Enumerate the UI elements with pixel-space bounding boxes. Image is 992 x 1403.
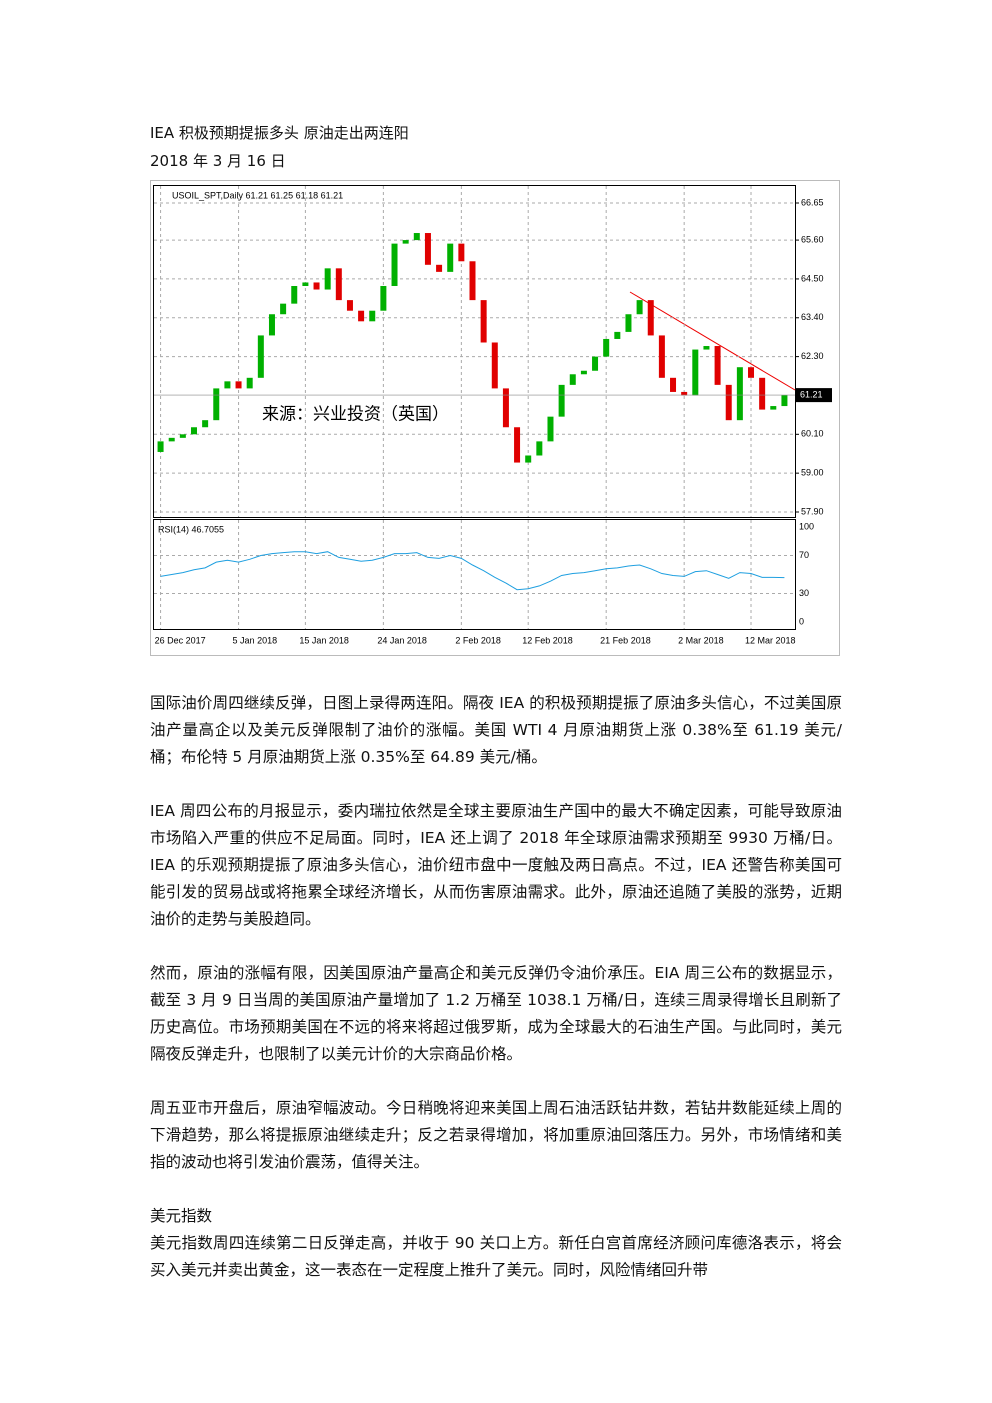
candle xyxy=(625,314,632,332)
candle xyxy=(547,416,554,442)
rsi-tick-label: 70 xyxy=(799,550,809,560)
last-price-label: 61.21 xyxy=(800,389,823,399)
price-panel xyxy=(153,185,796,518)
trend-line xyxy=(629,291,796,391)
y-tick-label: 57.90 xyxy=(801,506,824,516)
candle xyxy=(335,268,342,301)
candle xyxy=(313,282,320,290)
last-price-box xyxy=(796,388,832,403)
chart: 来源：兴业投资（英国） USOIL_SPT,Daily 61.21 61.25 … xyxy=(150,180,840,656)
x-tick-label: 2 Feb 2018 xyxy=(455,635,501,645)
doc-title: IEA 积极预期提振多头 原油走出两连阳 xyxy=(150,124,409,142)
candle xyxy=(358,310,365,322)
candle xyxy=(525,455,532,463)
x-tick-label: 24 Jan 2018 xyxy=(377,635,427,645)
rsi-line xyxy=(160,551,785,591)
candle xyxy=(502,388,509,428)
candle xyxy=(658,335,665,378)
candle xyxy=(257,335,264,378)
candle xyxy=(291,285,298,304)
x-tick-label: 26 Dec 2017 xyxy=(155,635,206,645)
candle xyxy=(213,388,220,421)
paragraph: 然而，原油的涨幅有限，因美国原油产量高企和美元反弹仍令油价承压。EIA 周三公布… xyxy=(150,964,842,1063)
candle xyxy=(514,427,521,463)
candle xyxy=(458,243,465,262)
candle xyxy=(447,243,454,272)
candle xyxy=(781,395,788,407)
rsi-header: RSI(14) 46.7055 xyxy=(158,524,224,534)
y-tick-label: 62.30 xyxy=(801,351,824,361)
candle xyxy=(480,300,487,343)
candle xyxy=(424,233,431,265)
paragraph: 国际油价周四继续反弹，日图上录得两连阳。隔夜 IEA 的积极预期提振了原油多头信… xyxy=(150,694,842,766)
paragraph: IEA 周四公布的月报显示，委内瑞拉依然是全球主要原油生产国中的最大不确定因素，… xyxy=(150,802,842,928)
watermark: 来源：兴业投资（英国） xyxy=(262,404,449,423)
candle xyxy=(380,285,387,311)
section-heading: 美元指数 xyxy=(150,1207,213,1225)
candle xyxy=(603,338,610,357)
body-text: 国际油价周四继续反弹，日图上录得两连阳。隔夜 IEA 的积极预期提振了原油多头信… xyxy=(150,690,842,1311)
x-tick-label: 12 Mar 2018 xyxy=(745,635,796,645)
candle xyxy=(235,381,242,389)
doc-date: 2018 年 3 月 16 日 xyxy=(150,152,286,170)
candle xyxy=(681,391,688,396)
candle xyxy=(636,300,643,315)
y-tick-label: 63.40 xyxy=(801,312,824,322)
x-tick-label: 2 Mar 2018 xyxy=(678,635,724,645)
rsi-tick-label: 100 xyxy=(799,521,814,531)
x-tick-label: 15 Jan 2018 xyxy=(299,635,349,645)
candle xyxy=(268,314,275,336)
candle xyxy=(759,377,766,410)
y-tick-label: 65.60 xyxy=(801,234,824,244)
paragraph: 周五亚市开盘后，原油窄幅波动。今日稍晚将迎来美国上周石油活跃钻井数，若钻井数能延… xyxy=(150,1099,842,1171)
candle xyxy=(558,384,565,417)
candle xyxy=(346,300,353,311)
rsi-tick-label: 0 xyxy=(799,616,804,626)
candle xyxy=(491,342,498,389)
candle xyxy=(324,268,331,290)
candle xyxy=(714,346,721,385)
candle xyxy=(168,437,175,442)
candle xyxy=(436,264,443,272)
candle xyxy=(748,367,755,378)
rsi-panel xyxy=(153,519,796,630)
candle xyxy=(202,420,209,428)
x-tick-label: 21 Feb 2018 xyxy=(600,635,651,645)
candle xyxy=(647,300,654,336)
candle xyxy=(469,261,476,301)
candle xyxy=(580,370,587,375)
candle xyxy=(302,282,309,286)
chart-frame xyxy=(150,180,840,656)
candle xyxy=(670,377,677,392)
candle xyxy=(569,374,576,385)
candle xyxy=(703,346,710,350)
candle xyxy=(413,233,420,241)
candle xyxy=(280,303,287,315)
candle xyxy=(179,434,186,438)
candle xyxy=(224,381,231,389)
x-tick-label: 12 Feb 2018 xyxy=(522,635,573,645)
y-tick-label: 64.50 xyxy=(801,273,824,283)
candle xyxy=(536,441,543,456)
candle xyxy=(190,427,197,435)
candle xyxy=(614,331,621,339)
candle xyxy=(402,240,409,244)
y-tick-label: 66.65 xyxy=(801,197,824,207)
candle xyxy=(391,243,398,286)
candle xyxy=(692,349,699,396)
rsi-tick-label: 30 xyxy=(799,588,809,598)
candle xyxy=(592,356,599,371)
candle xyxy=(246,377,253,389)
y-tick-label: 59.00 xyxy=(801,468,824,478)
paragraph: 美元指数周四连续第二日反弹走高，并收于 90 关口上方。新任白宫首席经济顾问库德… xyxy=(150,1234,842,1279)
candle xyxy=(369,310,376,322)
y-tick-label: 60.10 xyxy=(801,429,824,439)
candle xyxy=(725,384,732,421)
candle xyxy=(736,367,743,421)
candle xyxy=(770,406,777,410)
x-tick-label: 5 Jan 2018 xyxy=(233,635,278,645)
candle xyxy=(157,441,164,452)
price-header: USOIL_SPT,Daily 61.21 61.25 61.18 61.21 xyxy=(172,190,343,200)
